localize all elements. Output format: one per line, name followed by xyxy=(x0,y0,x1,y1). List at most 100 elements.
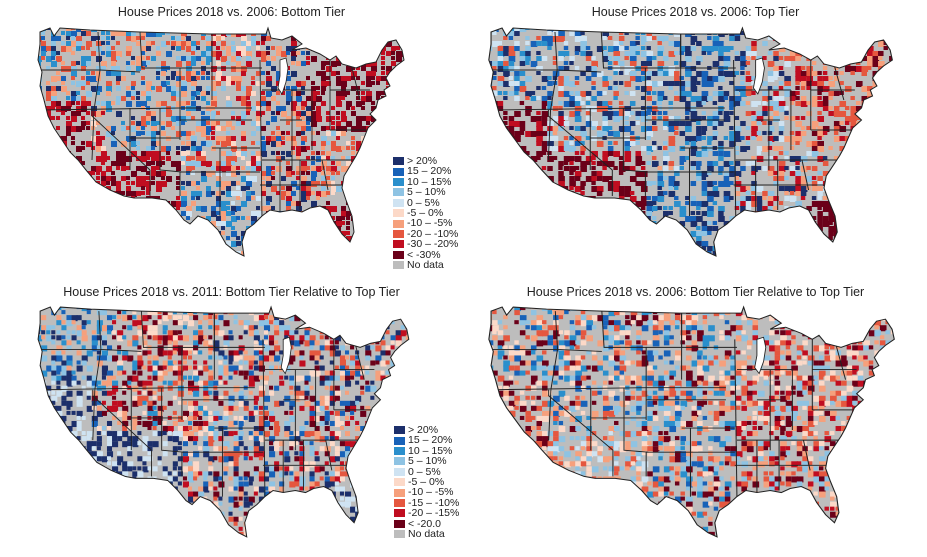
county-cell xyxy=(872,56,880,62)
county-cell xyxy=(226,211,231,216)
county-cell xyxy=(38,226,40,230)
county-cell xyxy=(751,116,758,122)
county-cell xyxy=(492,241,498,246)
county-cell xyxy=(248,330,255,337)
county-cell xyxy=(685,56,692,62)
county-cell xyxy=(585,176,593,182)
county-cell xyxy=(286,256,291,261)
state-border xyxy=(91,110,151,171)
county-cell xyxy=(525,91,532,97)
county-cell xyxy=(878,196,885,202)
county-cell xyxy=(167,340,172,345)
county-cell xyxy=(233,315,238,320)
county-cell xyxy=(299,340,304,345)
county-cell xyxy=(117,335,124,342)
county-cell xyxy=(679,221,686,226)
county-cell xyxy=(41,355,48,362)
county-cell xyxy=(261,136,265,140)
county-cell xyxy=(157,365,164,372)
county-cell xyxy=(206,186,211,191)
county-cell xyxy=(156,156,162,162)
county-cell xyxy=(41,106,45,110)
county-cell xyxy=(514,111,521,117)
county-cell xyxy=(707,81,714,87)
county-cell xyxy=(339,360,346,367)
county-cell xyxy=(833,76,840,81)
county-cell xyxy=(182,345,188,351)
county-cell xyxy=(321,81,327,87)
county-cell xyxy=(690,41,695,45)
county-cell xyxy=(126,86,130,90)
county-cell xyxy=(795,96,800,100)
county-cell xyxy=(191,101,196,106)
county-cell xyxy=(355,365,362,372)
county-cell xyxy=(552,241,558,245)
county-cell xyxy=(585,116,592,121)
county-cell xyxy=(81,335,88,342)
county-cell xyxy=(166,106,172,112)
county-cell xyxy=(341,126,347,132)
county-cell xyxy=(674,246,681,252)
county-cell xyxy=(171,216,177,222)
county-cell xyxy=(652,161,659,167)
county-cell xyxy=(243,307,250,312)
county-cell xyxy=(400,375,407,382)
county-cell xyxy=(66,191,72,197)
county-cell xyxy=(375,315,381,321)
county-cell xyxy=(126,101,132,107)
county-cell xyxy=(201,66,206,71)
county-cell xyxy=(488,156,494,162)
county-cell xyxy=(329,375,335,381)
county-cell xyxy=(833,251,841,256)
county-cell xyxy=(405,390,409,396)
county-cell xyxy=(157,335,163,341)
county-cell xyxy=(690,96,698,102)
county-cell xyxy=(867,61,874,67)
county-cell xyxy=(585,231,592,236)
county-cell xyxy=(371,226,375,230)
county-cell xyxy=(152,335,158,341)
county-cell xyxy=(208,350,213,355)
county-cell xyxy=(381,66,385,70)
county-cell xyxy=(624,56,629,60)
county-cell xyxy=(839,236,847,242)
county-cell xyxy=(690,231,698,237)
county-cell xyxy=(147,400,154,407)
county-cell xyxy=(745,51,753,57)
county-cell xyxy=(400,380,406,386)
county-cell xyxy=(391,31,395,35)
county-cell xyxy=(558,76,565,82)
county-cell xyxy=(41,211,47,217)
county-cell xyxy=(679,211,687,217)
county-cell xyxy=(657,36,665,42)
county-cell xyxy=(156,221,162,227)
county-cell xyxy=(196,226,200,230)
county-cell xyxy=(872,51,880,57)
county-cell xyxy=(784,196,790,201)
county-cell xyxy=(784,41,790,46)
county-cell xyxy=(525,51,531,56)
county-cell xyxy=(334,340,339,345)
county-cell xyxy=(253,360,258,365)
county-cell xyxy=(756,221,764,227)
county-cell xyxy=(811,71,818,76)
county-cell xyxy=(241,66,247,72)
county-cell xyxy=(284,330,291,337)
county-cell xyxy=(657,166,662,170)
county-cell xyxy=(563,206,571,212)
county-cell xyxy=(136,156,141,161)
county-cell xyxy=(76,325,83,332)
county-cell xyxy=(591,126,596,130)
county-cell xyxy=(51,146,55,150)
county-cell xyxy=(701,246,707,250)
county-cell xyxy=(883,106,891,112)
county-cell xyxy=(181,231,187,237)
county-cell xyxy=(253,335,260,342)
county-cell xyxy=(311,106,315,110)
county-cell xyxy=(116,206,121,211)
county-cell xyxy=(519,51,527,57)
county-cell xyxy=(286,186,292,192)
county-cell xyxy=(81,101,87,107)
county-cell xyxy=(146,246,150,250)
county-cell xyxy=(652,81,659,87)
